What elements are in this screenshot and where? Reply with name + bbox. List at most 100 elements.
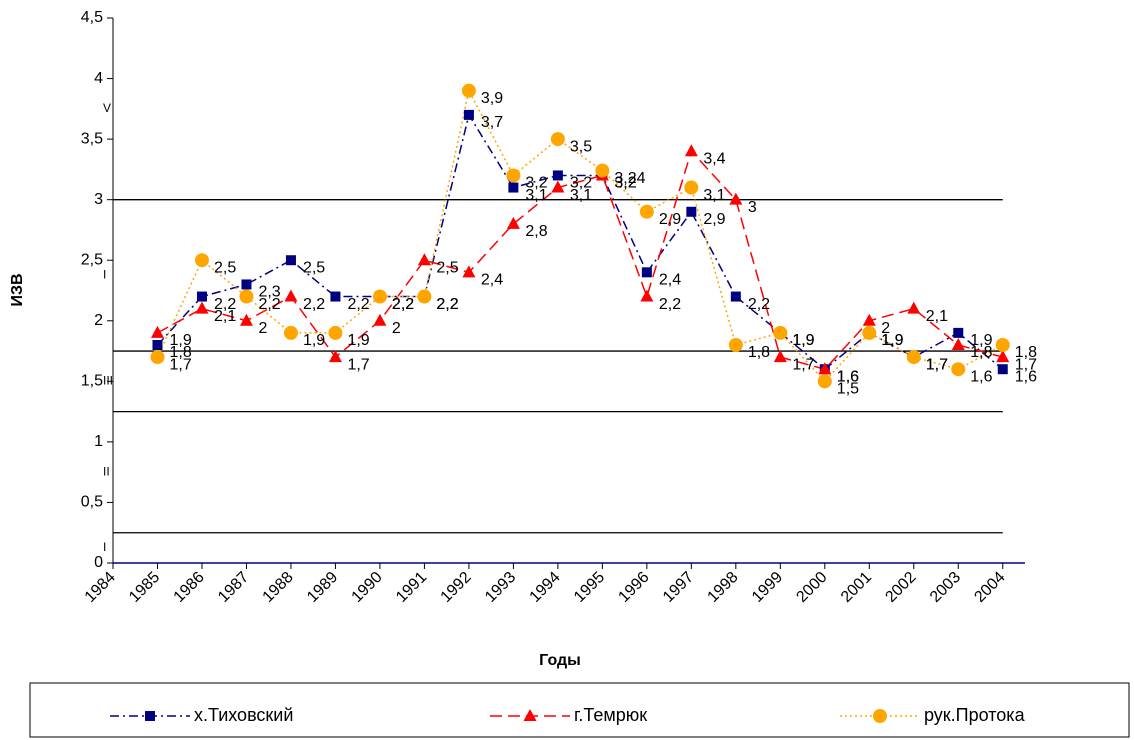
data-label: 2,5 bbox=[436, 259, 458, 276]
legend-box bbox=[29, 682, 1130, 738]
marker bbox=[995, 338, 1010, 352]
legend-item: х.Тиховский bbox=[110, 705, 293, 725]
marker bbox=[873, 709, 887, 723]
data-label: 1,8 bbox=[970, 344, 992, 361]
marker bbox=[686, 206, 697, 217]
marker bbox=[239, 313, 253, 326]
data-label: 2,2 bbox=[392, 296, 414, 313]
legend-label: х.Тиховский bbox=[194, 705, 293, 725]
marker bbox=[818, 362, 832, 375]
legend-label: г.Темрюк bbox=[574, 705, 647, 725]
marker bbox=[195, 301, 209, 314]
marker bbox=[283, 325, 298, 340]
marker bbox=[328, 350, 342, 363]
marker bbox=[595, 163, 610, 178]
x-axis-label: Годы bbox=[539, 652, 581, 669]
data-label: 1,8 bbox=[1015, 344, 1037, 361]
legend-label: рук.Протока bbox=[924, 705, 1026, 725]
data-label: 3,24 bbox=[614, 170, 645, 187]
marker bbox=[773, 325, 788, 340]
zone-label: I bbox=[103, 268, 106, 282]
data-label: 2,1 bbox=[926, 308, 948, 325]
marker bbox=[506, 216, 520, 229]
data-label: 3,1 bbox=[525, 187, 547, 204]
marker bbox=[506, 168, 521, 183]
data-label: 1,9 bbox=[303, 332, 325, 349]
marker bbox=[417, 289, 432, 304]
y-tick-label: 3,5 bbox=[81, 130, 103, 147]
data-label: 1,9 bbox=[881, 332, 903, 349]
marker bbox=[907, 301, 921, 314]
data-label: 2,5 bbox=[303, 259, 325, 276]
data-label: 1,6 bbox=[970, 368, 992, 385]
y-tick-label: 1,5 bbox=[81, 373, 103, 390]
marker bbox=[239, 289, 254, 304]
data-label: 1,9 bbox=[169, 332, 191, 349]
data-label: 2,2 bbox=[214, 296, 236, 313]
marker bbox=[641, 267, 652, 278]
data-label: 3,5 bbox=[570, 138, 592, 155]
marker bbox=[951, 362, 966, 377]
data-label: 1,8 bbox=[748, 344, 770, 361]
data-label: 2 bbox=[881, 320, 890, 337]
data-label: 2,9 bbox=[703, 211, 725, 228]
marker bbox=[729, 192, 743, 205]
marker bbox=[241, 279, 252, 290]
marker bbox=[997, 364, 1008, 375]
data-label: 2,2 bbox=[392, 296, 414, 313]
data-label: 1,7 bbox=[347, 356, 369, 373]
marker bbox=[284, 289, 298, 302]
marker bbox=[640, 289, 654, 302]
marker bbox=[150, 350, 165, 365]
zone-label: III bbox=[103, 374, 113, 388]
data-label: 1,7 bbox=[926, 356, 948, 373]
data-label: 1,7 bbox=[1015, 356, 1037, 373]
y-axis-label: ИЗВ bbox=[9, 273, 26, 306]
marker bbox=[285, 255, 296, 266]
marker bbox=[862, 325, 877, 340]
series-line bbox=[156, 112, 1004, 371]
zone-label: I bbox=[103, 540, 106, 554]
data-label: 2,2 bbox=[659, 296, 681, 313]
data-label: 1,6 bbox=[837, 368, 859, 385]
y-tick-label: 4 bbox=[94, 70, 103, 87]
marker bbox=[523, 709, 537, 721]
data-label: 2,8 bbox=[525, 223, 547, 240]
data-label: 2,1 bbox=[214, 308, 236, 325]
data-label: 1,9 bbox=[970, 332, 992, 349]
marker bbox=[728, 338, 743, 352]
data-label: 2,2 bbox=[347, 296, 369, 313]
data-label: 1,5 bbox=[837, 381, 859, 398]
y-tick-label: 1 bbox=[94, 433, 103, 450]
marker bbox=[196, 291, 207, 302]
data-label: 3,7 bbox=[481, 114, 503, 131]
marker bbox=[862, 313, 876, 326]
marker bbox=[730, 291, 741, 302]
marker bbox=[817, 374, 832, 389]
marker bbox=[996, 350, 1010, 363]
y-tick-label: 2 bbox=[94, 312, 103, 329]
data-label: 3,2 bbox=[570, 175, 592, 192]
y-tick-label: 3 bbox=[94, 191, 103, 208]
data-label: 2,4 bbox=[659, 272, 681, 289]
marker bbox=[639, 204, 654, 219]
marker bbox=[552, 170, 563, 181]
data-label: 1,8 bbox=[169, 344, 191, 361]
legend-item: г.Темрюк bbox=[490, 705, 647, 725]
marker bbox=[373, 313, 387, 326]
legend-item: рук.Протока bbox=[840, 705, 1026, 725]
data-label: 1,9 bbox=[347, 332, 369, 349]
data-label: 2,2 bbox=[436, 296, 458, 313]
data-label: 2 bbox=[392, 320, 401, 337]
zone-label: V bbox=[103, 101, 111, 115]
data-label: 1,6 bbox=[837, 368, 859, 385]
data-label: 2,5 bbox=[214, 259, 236, 276]
series-line bbox=[157, 149, 1003, 371]
data-label: 1,7 bbox=[792, 356, 814, 373]
marker bbox=[372, 289, 387, 304]
y-tick-label: 2,5 bbox=[81, 251, 103, 268]
marker bbox=[684, 180, 699, 195]
data-label: 3 bbox=[748, 199, 757, 216]
data-label: 3,2 bbox=[614, 175, 636, 192]
